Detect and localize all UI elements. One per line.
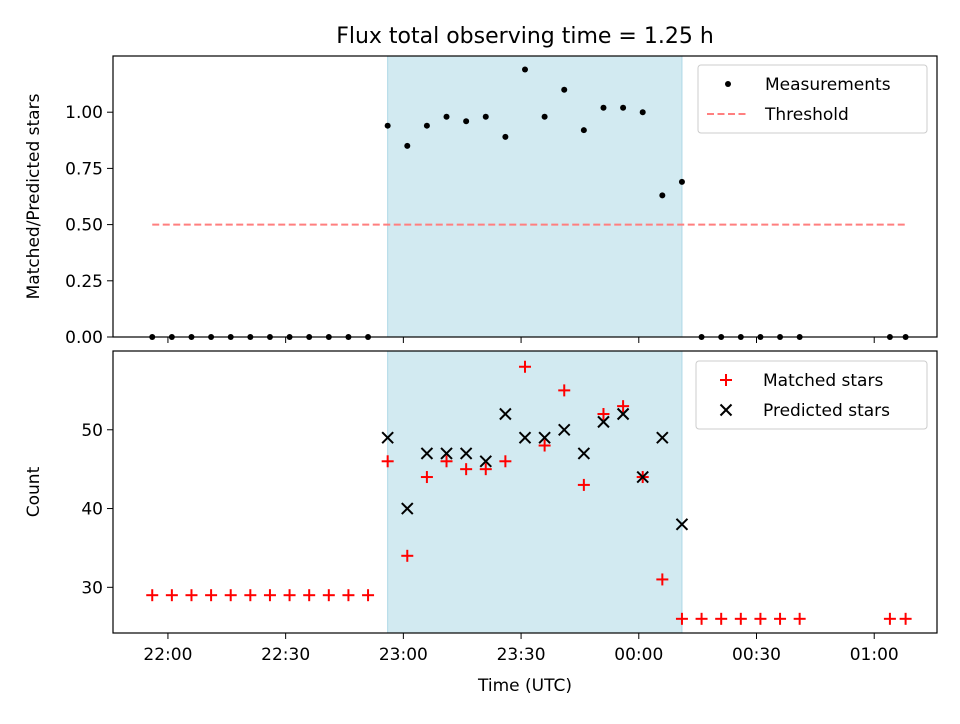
top-plot-frame [112,55,938,338]
predicted-star-marker [518,431,532,444]
predicted-star-marker [499,407,512,421]
measurement-point [384,122,391,129]
measurement-point [482,113,489,120]
predicted-star-marker [616,407,630,421]
bottom-legend-box [695,360,928,430]
measurement-point [678,178,685,185]
measurement-point [404,142,411,149]
shaded-interval [387,55,683,338]
x-tick-label: 23:30 [497,645,546,665]
predicted-stars-series [381,407,689,531]
legend-measurements-marker [725,81,731,87]
measurement-point [639,109,646,116]
predicted-star-marker [538,431,551,444]
predicted-star-marker [479,455,492,468]
predicted-star-marker [577,447,591,460]
predicted-star-marker [381,431,394,444]
measurement-point [620,104,627,111]
top-y-axis-label: Matched/Predicted stars [24,93,44,299]
bottom-plot-frame [112,350,938,634]
predicted-star-marker [420,447,434,460]
top-legend: Measurements Threshold [697,64,928,134]
measurement-point [522,66,528,73]
predicted-star-marker [401,502,414,515]
measurement-point [580,127,587,134]
top-y-axis: 0.00 0.25 0.50 0.75 1.00 [65,103,113,348]
x-tick-label: 00:00 [614,645,663,665]
predicted-star-marker [675,518,689,531]
legend-predicted-marker [719,403,733,417]
predicted-star-marker [636,470,649,484]
bottom-panel: 30 40 50 22:00 22:30 23:00 23:30 00:00 00:30 01:… [24,350,938,665]
x-tick-label: 01:00 [850,645,899,665]
measurement-point [541,113,548,120]
legend-predicted-label: Predicted stars [763,401,890,421]
legend-threshold-label: Threshold [764,105,849,125]
x-tick-label: 22:00 [143,645,192,665]
y-tick-label: 30 [81,578,103,598]
matched-stars-series [146,360,912,625]
measurement-point [443,113,450,120]
y-tick-label: 0.00 [65,328,103,348]
x-tick-label: 00:30 [732,645,781,665]
y-tick-label: 1.00 [65,103,103,123]
x-tick-label: 23:00 [379,645,428,665]
legend-matched-marker [720,374,732,386]
measurement-point [600,104,607,111]
legend-measurements-label: Measurements [765,75,891,95]
y-tick-label: 50 [81,421,103,441]
x-axis-label: Time (UTC) [477,676,572,696]
top-x-ticks [167,337,875,343]
y-tick-label: 0.75 [65,159,103,179]
y-tick-label: 40 [81,500,103,520]
chart-title: Flux total observing time = 1.25 h [336,24,714,49]
top-legend-box [697,64,928,134]
measurement-point [561,86,568,93]
shaded-interval [387,350,683,634]
y-tick-label: 0.50 [65,216,103,236]
y-tick-label: 0.25 [65,272,103,292]
predicted-star-marker [558,423,571,436]
predicted-star-marker [459,447,473,460]
top-panel: 0.00 0.25 0.50 0.75 1.00 Matched/Predicted s… [24,55,938,348]
predicted-star-marker [597,415,610,429]
bottom-legend: Matched stars Predicted stars [695,360,928,430]
predicted-star-marker [440,447,453,460]
legend-matched-label: Matched stars [763,371,883,391]
measurement-point [659,192,666,199]
measurement-point [502,133,509,140]
bottom-y-axis: 30 40 50 [81,421,113,598]
measurement-point [423,122,430,129]
bottom-y-axis-label: Count [24,466,44,517]
x-tick-label: 22:30 [261,645,310,665]
measurement-point [463,118,470,125]
bottom-x-axis: 22:00 22:30 23:00 23:30 00:00 00:30 01:00 [143,633,899,665]
predicted-star-marker [656,431,669,444]
predicted-star-marker [719,403,733,417]
